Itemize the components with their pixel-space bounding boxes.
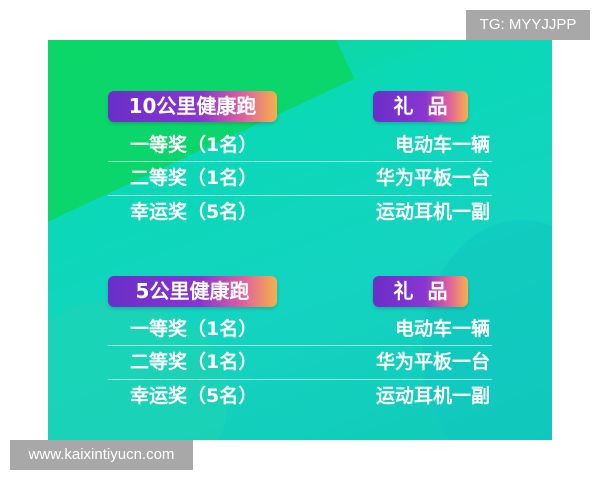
section-title-5km: 5公里健康跑 <box>108 276 277 307</box>
divider <box>108 161 492 162</box>
prize-poster: 10公里健康跑 礼 品 一等奖（1名） 电动车一辆 二等奖（1名） 华为平板一台 幸… <box>48 40 552 440</box>
award: 一等奖（1名） <box>130 134 258 156</box>
table-row: 二等奖（1名） 华为平板一台 <box>108 346 492 379</box>
award: 幸运奖（5名） <box>130 385 258 407</box>
award: 二等奖（1名） <box>130 351 258 373</box>
watermark-bottom: www.kaixintiyucn.com <box>10 440 193 470</box>
prize: 华为平板一台 <box>375 167 490 189</box>
prize: 华为平板一台 <box>375 351 490 373</box>
prize: 电动车一辆 <box>394 318 490 340</box>
prize-header: 礼 品 <box>373 276 468 307</box>
prize-header: 礼 品 <box>373 91 468 122</box>
section-title-10km: 10公里健康跑 <box>108 91 277 122</box>
prize: 运动耳机一副 <box>375 201 490 223</box>
prize: 电动车一辆 <box>394 134 490 156</box>
table-row: 一等奖（1名） 电动车一辆 <box>108 313 492 346</box>
table-row: 一等奖（1名） 电动车一辆 <box>108 129 492 162</box>
prize: 运动耳机一副 <box>375 385 490 407</box>
divider <box>108 379 492 380</box>
award: 一等奖（1名） <box>130 318 258 340</box>
table-row: 幸运奖（5名） 运动耳机一副 <box>108 380 492 413</box>
watermark-top: TG: MYYJJPP <box>466 10 590 40</box>
divider <box>108 345 492 346</box>
table-row: 二等奖（1名） 华为平板一台 <box>108 162 492 195</box>
table-row: 幸运奖（5名） 运动耳机一副 <box>108 196 492 229</box>
divider <box>108 195 492 196</box>
award: 幸运奖（5名） <box>130 201 258 223</box>
award: 二等奖（1名） <box>130 167 258 189</box>
